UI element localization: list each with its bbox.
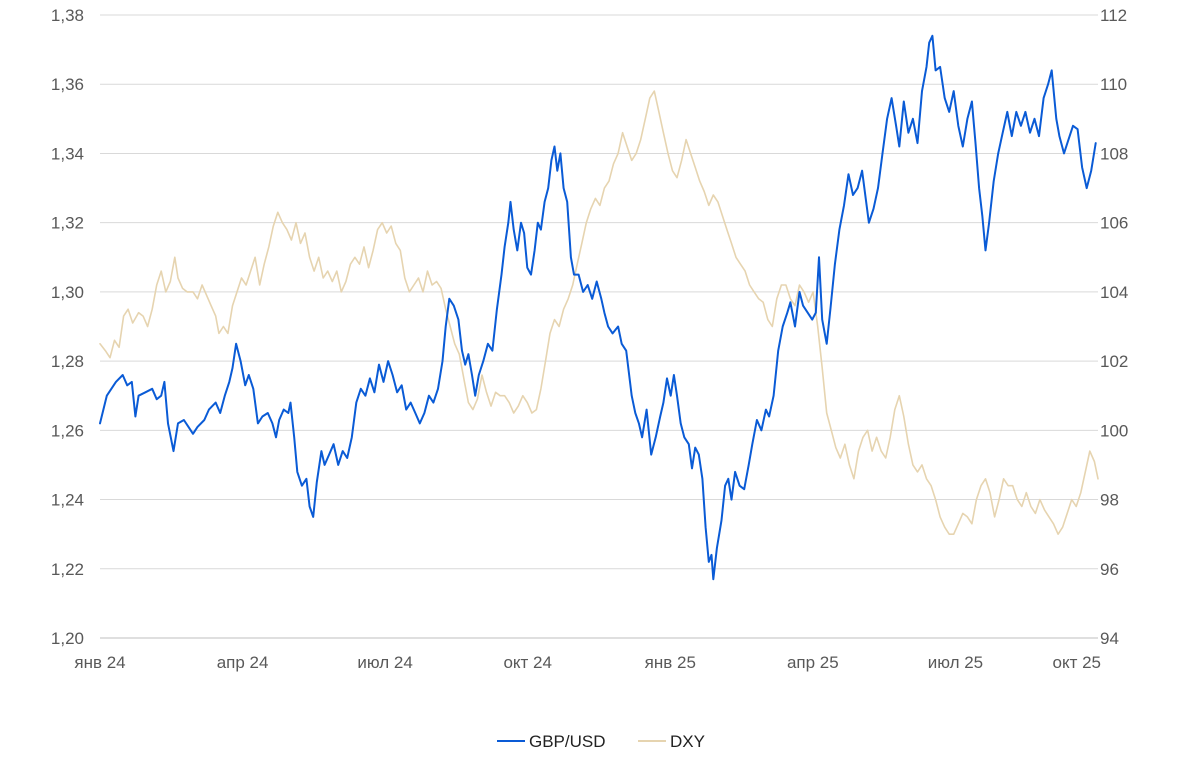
left-tick-label: 1,20	[51, 629, 84, 648]
left-tick-label: 1,36	[51, 75, 84, 94]
left-tick-label: 1,26	[51, 421, 84, 440]
right-tick-label: 102	[1100, 352, 1128, 371]
left-tick-label: 1,30	[51, 283, 84, 302]
left-tick-label: 1,24	[51, 491, 84, 510]
series-line-dxy	[99, 90, 1099, 535]
right-tick-label: 112	[1100, 6, 1127, 25]
legend-label-dxy: DXY	[670, 732, 705, 751]
left-tick-label: 1,34	[51, 144, 84, 163]
right-tick-label: 94	[1100, 629, 1119, 648]
x-tick-label: июл 24	[357, 653, 412, 672]
right-tick-label: 96	[1100, 560, 1119, 579]
left-tick-label: 1,22	[51, 560, 84, 579]
x-tick-label: апр 25	[787, 653, 839, 672]
x-axis: янв 24 апр 24 июл 24 окт 24 янв 25 апр 25 июл …	[74, 653, 1101, 672]
legend: GBP/USD DXY	[497, 732, 705, 751]
x-tick-label: янв 24	[74, 653, 125, 672]
x-tick-label: янв 25	[645, 653, 696, 672]
left-tick-label: 1,32	[51, 214, 84, 233]
legend-label-gbpusd: GBP/USD	[529, 732, 606, 751]
x-tick-label: окт 25	[1052, 653, 1101, 672]
left-tick-label: 1,28	[51, 352, 84, 371]
x-tick-label: июл 25	[928, 653, 983, 672]
series-layer	[99, 34, 1099, 581]
right-tick-label: 98	[1100, 491, 1119, 510]
right-tick-label: 110	[1100, 75, 1127, 94]
right-tick-label: 106	[1100, 214, 1128, 233]
left-tick-label: 1,38	[51, 6, 84, 25]
series-line-gbpusd	[99, 34, 1097, 581]
x-tick-label: окт 24	[503, 653, 552, 672]
x-tick-label: апр 24	[217, 653, 269, 672]
right-tick-label: 100	[1100, 421, 1128, 440]
right-tick-label: 104	[1100, 283, 1128, 302]
left-axis: 1,20 1,22 1,24 1,26 1,28 1,30 1,32 1,34 1,36 1,38	[51, 6, 84, 648]
right-tick-label: 108	[1100, 144, 1128, 163]
right-axis: 94 96 98 100 102 104 106 108 110 112	[1100, 6, 1128, 648]
